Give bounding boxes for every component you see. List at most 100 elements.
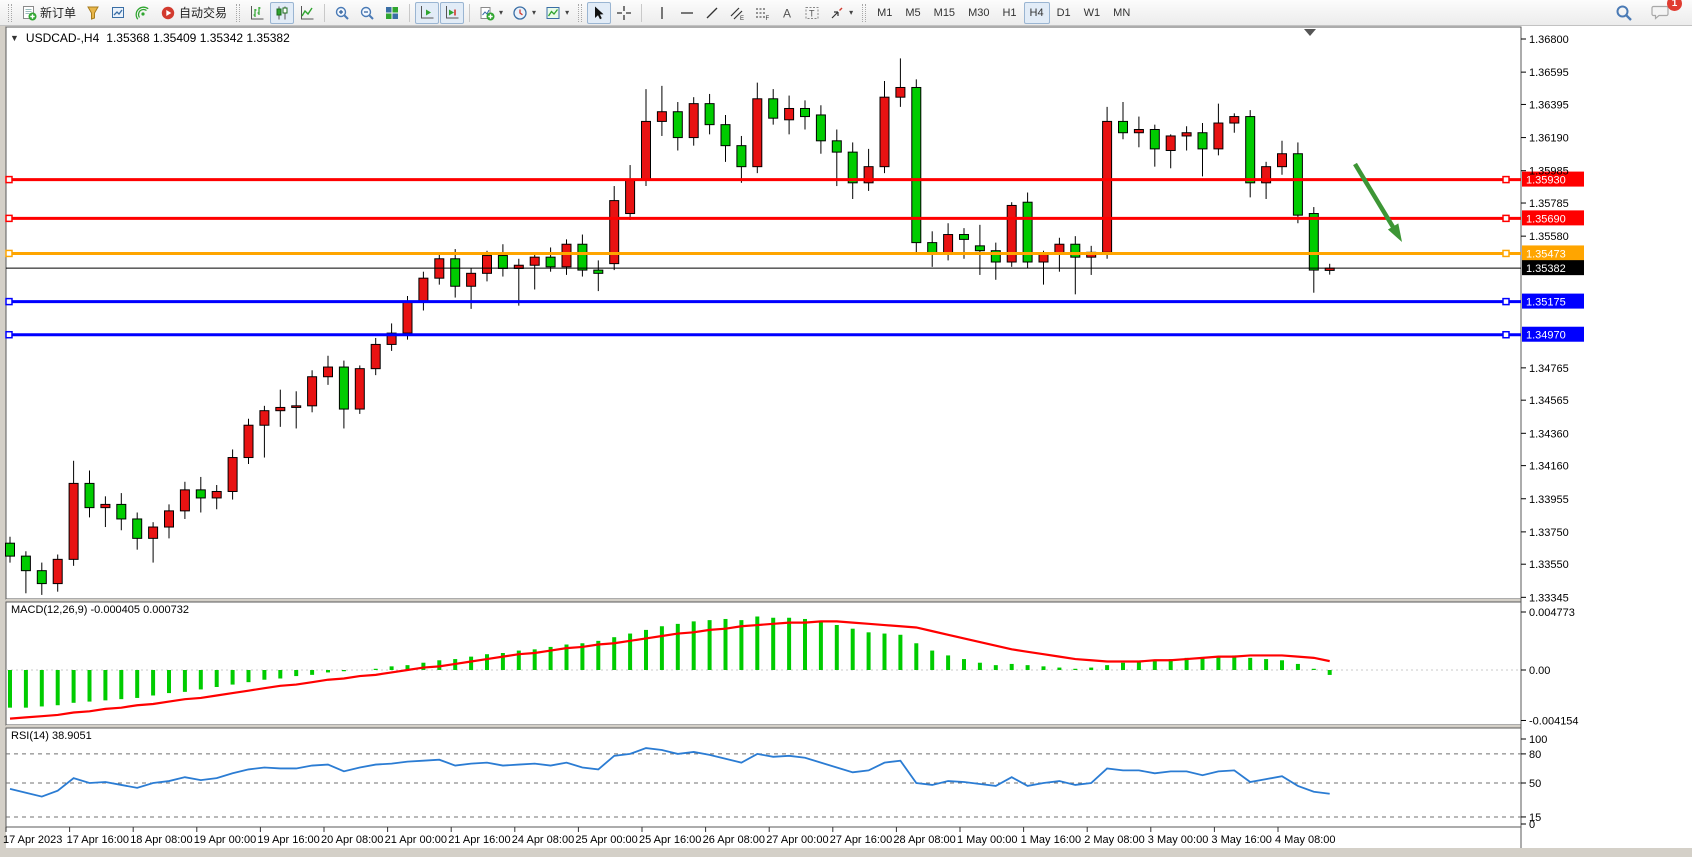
signals-button[interactable]: [131, 2, 155, 24]
candle-body: [84, 482, 95, 509]
arrows-button[interactable]: ▾: [825, 2, 857, 24]
price-badge-label: 1.35690: [1526, 213, 1566, 225]
arrow-head[interactable]: [1387, 223, 1402, 242]
text-label-button[interactable]: T: [800, 2, 824, 24]
candle-body: [116, 503, 127, 520]
candle-body: [243, 424, 254, 459]
hline-handle[interactable]: [5, 249, 13, 258]
quotes-button[interactable]: [81, 2, 105, 24]
timeframe-m1[interactable]: M1: [871, 2, 898, 24]
templates-button[interactable]: ▾: [541, 2, 573, 24]
panel-separator[interactable]: [6, 725, 1521, 728]
timeframe-m5[interactable]: M5: [899, 2, 926, 24]
candle-body: [1038, 253, 1049, 263]
price-axis-label: 1.35785: [1529, 198, 1569, 210]
hline-handle[interactable]: [5, 330, 13, 339]
crosshair-button[interactable]: [612, 2, 636, 24]
timeframe-m30[interactable]: M30: [962, 2, 995, 24]
search-button[interactable]: [1611, 2, 1637, 24]
timeframe-w1[interactable]: W1: [1078, 2, 1107, 24]
hline-handle[interactable]: [1502, 214, 1510, 223]
hline-handle[interactable]: [5, 175, 13, 184]
timeframe-mn[interactable]: MN: [1107, 2, 1136, 24]
hline-handle[interactable]: [1502, 330, 1510, 339]
zoom-out-icon: [360, 6, 374, 20]
timeframe-h4[interactable]: H4: [1023, 1, 1050, 24]
time-axis[interactable]: 17 Apr 2023 17 Apr 16:00 18 Apr 08:00 19 Ap…: [3, 827, 1336, 846]
line-chart-button[interactable]: [295, 2, 319, 24]
auto-scroll-button[interactable]: [415, 1, 440, 24]
chart-shift-icon: [446, 5, 459, 18]
candle-body: [1133, 128, 1144, 134]
rsi-panel: [5, 727, 1522, 828]
price-badge-label: 1.35473: [1526, 248, 1566, 260]
auto-scroll-icon: [421, 5, 434, 18]
toolbar-grip[interactable]: [236, 3, 241, 22]
candle-body: [943, 234, 954, 255]
candle-body: [656, 111, 667, 122]
templates-icon: [546, 6, 560, 19]
candle-body: [36, 570, 47, 585]
candle-body: [990, 250, 1001, 263]
chart-title: ▼ USDCAD-,H4 1.35368 1.35409 1.35342 1.3…: [10, 31, 290, 45]
hline-handle[interactable]: [1502, 297, 1510, 306]
horizontal-line-button[interactable]: [675, 2, 699, 24]
candle-body: [1022, 201, 1033, 263]
down-arrow-object[interactable]: [1353, 162, 1402, 242]
candle-body: [1118, 120, 1128, 134]
new-order-button[interactable]: 新订单: [17, 2, 80, 24]
timeframe-d1[interactable]: D1: [1051, 2, 1077, 24]
price-axis-label: 1.34565: [1529, 395, 1569, 407]
candle-body: [831, 140, 842, 153]
toolbar-grip[interactable]: [578, 3, 583, 22]
hline-handle[interactable]: [5, 297, 13, 306]
candle-body: [625, 179, 636, 215]
svg-text:E: E: [740, 16, 744, 21]
hline-1.35930[interactable]: 1.35930: [5, 171, 1584, 187]
candle-body: [593, 269, 604, 274]
candle-body: [323, 366, 333, 378]
chart-ohlc: 1.35368 1.35409 1.35342 1.35382: [106, 31, 290, 45]
timeframe-m15[interactable]: M15: [928, 2, 961, 24]
time-axis-label: 26 Apr 08:00: [703, 834, 765, 846]
tile-windows-button[interactable]: [380, 2, 404, 24]
zoom-out-button[interactable]: [355, 2, 379, 24]
timeframe-h1[interactable]: H1: [996, 2, 1022, 24]
hline-1.34970[interactable]: 1.34970: [5, 326, 1584, 342]
hline-1.35473[interactable]: 1.35473: [5, 245, 1584, 261]
hline-handle[interactable]: [1502, 249, 1510, 258]
notification-badge[interactable]: 1: [1667, 0, 1682, 11]
periods-button[interactable]: ▾: [508, 2, 540, 24]
autotrading-button[interactable]: 自动交易: [156, 2, 231, 24]
toolbar-grip[interactable]: [8, 3, 12, 22]
hline-handle[interactable]: [1502, 175, 1510, 184]
trendline-button[interactable]: [700, 2, 724, 24]
hline-1.35690[interactable]: 1.35690: [5, 210, 1584, 226]
candlestick-chart-button[interactable]: [270, 1, 295, 24]
vertical-line-button[interactable]: [647, 2, 674, 24]
new-chart-button[interactable]: [106, 2, 130, 24]
zoom-in-button[interactable]: [330, 2, 354, 24]
hline-1.35175[interactable]: 1.35175: [5, 293, 1584, 309]
candle-body: [863, 166, 874, 184]
chart-dropdown-icon[interactable]: ▼: [10, 33, 19, 43]
fibonacci-button[interactable]: F: [750, 2, 774, 24]
arrow-shaft[interactable]: [1353, 162, 1395, 229]
candlestick-series: [5, 58, 1335, 595]
time-axis-label: 4 May 08:00: [1275, 834, 1336, 846]
text-button[interactable]: A: [775, 2, 799, 24]
window-left-border: [0, 26, 6, 857]
indicators-button[interactable]: ▾: [475, 2, 507, 24]
panel-separator[interactable]: [6, 599, 1521, 602]
toolbar-grip[interactable]: [862, 3, 867, 22]
svg-text:A: A: [783, 6, 791, 20]
equidistant-channel-button[interactable]: E: [725, 2, 749, 24]
chart-shift-marker-icon[interactable]: [1304, 29, 1316, 36]
price-badge: [1522, 171, 1584, 187]
candle-body: [895, 86, 906, 98]
bar-chart-button[interactable]: [245, 2, 269, 24]
chart-shift-button[interactable]: [440, 1, 465, 24]
hline-handle[interactable]: [5, 214, 13, 223]
candle-body: [959, 234, 969, 240]
cursor-button[interactable]: [587, 1, 612, 24]
